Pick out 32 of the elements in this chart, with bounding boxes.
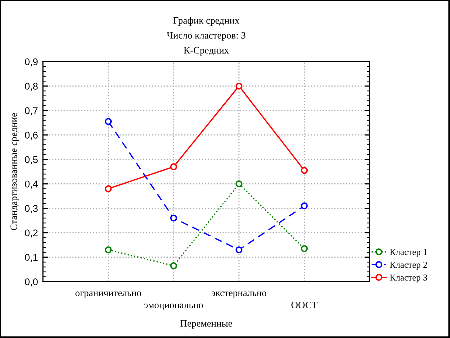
y-tick-label: 0,7 — [25, 107, 38, 116]
point — [105, 118, 112, 126]
y-tick-label: 0,4 — [25, 180, 38, 189]
legend-label: Кластер 3 — [390, 274, 428, 283]
legend-label: Кластер 2 — [390, 262, 428, 270]
point — [236, 82, 243, 90]
y-tick-label: 0,0 — [25, 278, 38, 287]
y-tick-label: 0,6 — [25, 132, 38, 140]
x-tick-label: ограничительно — [76, 292, 142, 298]
point — [236, 246, 243, 254]
point — [170, 214, 178, 222]
point — [301, 245, 308, 252]
y-tick-label: 0,5 — [25, 156, 38, 164]
y-tick-label: 0,1 — [25, 254, 38, 262]
chart-title: График средних Число кластеров: 3 К-Средних — [167, 17, 246, 56]
y-tick-label: 0,8 — [25, 83, 38, 92]
y-tick-label: 0,9 — [25, 58, 38, 67]
point — [236, 180, 243, 188]
x-tick-label: эмоционально — [144, 304, 204, 310]
y-tick-label: 0,3 — [25, 205, 38, 214]
x-tick-label: экстернально — [212, 292, 267, 298]
y-axis-title: Стандартизованные средние — [10, 113, 20, 230]
point — [301, 167, 308, 174]
x-tick-label: ООСТ — [292, 302, 318, 309]
legend-label: Кластер 1 — [390, 249, 428, 258]
x-axis-title: Переменные — [180, 320, 232, 329]
y-tick-label: 0,2 — [25, 230, 38, 238]
point — [170, 262, 178, 270]
point — [170, 164, 178, 170]
point — [105, 186, 112, 192]
point — [105, 246, 112, 254]
point — [301, 202, 308, 210]
